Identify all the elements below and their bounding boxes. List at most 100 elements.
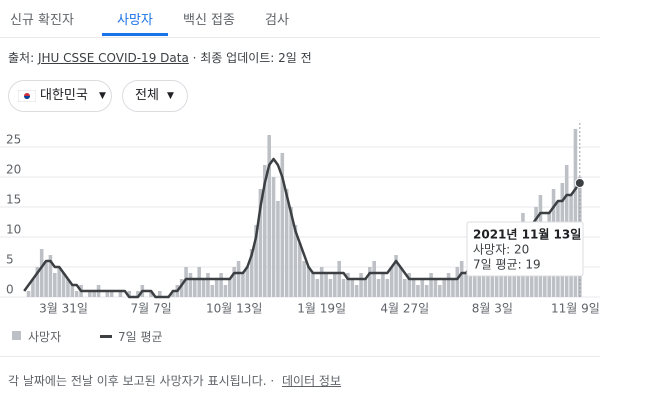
bar — [31, 279, 35, 297]
bar — [66, 279, 70, 297]
source-prefix: 출처: — [8, 51, 35, 65]
x-tick-label: 4월 27일 — [380, 302, 429, 316]
country-dropdown[interactable]: 대한민국 ▼ — [8, 80, 112, 112]
divider — [0, 356, 600, 357]
bar — [451, 279, 455, 297]
bar — [346, 273, 350, 297]
bar — [429, 273, 433, 297]
bar — [311, 273, 315, 297]
bar — [416, 285, 420, 297]
bar — [368, 267, 372, 297]
x-tick-label: 11월 9일 — [551, 302, 600, 316]
bar — [241, 273, 245, 297]
bar — [61, 273, 66, 297]
bar — [267, 135, 271, 297]
bar — [48, 255, 53, 297]
tab[interactable]: 신규 확진자 — [10, 13, 74, 28]
bar — [333, 273, 337, 297]
source-link[interactable]: JHU CSSE COVID-19 Data — [37, 51, 189, 65]
x-tick-label: 10월 13일 — [206, 302, 262, 316]
divider — [0, 37, 600, 38]
bar — [127, 291, 131, 297]
bar — [136, 291, 140, 297]
bar — [385, 279, 390, 297]
dropdown-label: 대한민국 — [40, 88, 88, 103]
bar — [407, 273, 411, 297]
bar — [26, 291, 31, 297]
flag-icon — [18, 90, 36, 102]
bar — [232, 267, 236, 297]
bar — [403, 279, 407, 297]
bar — [149, 291, 153, 297]
y-tick-label: 20 — [6, 163, 21, 177]
x-tick-label: 7월 7일 — [130, 302, 171, 316]
bar — [306, 267, 311, 297]
bar — [372, 261, 376, 297]
y-tick-label: 5 — [6, 253, 14, 267]
legend-label: 사망자 — [28, 330, 62, 344]
footer: 각 날짜에는 전날 이후 보고된 사망자가 표시됩니다. · 데이터 정보 — [8, 372, 341, 389]
bar — [573, 129, 578, 297]
tab[interactable]: 검사 — [265, 13, 289, 28]
bar — [433, 279, 438, 297]
bar — [341, 279, 346, 297]
bar — [223, 285, 228, 297]
bar — [44, 261, 48, 297]
bar — [210, 285, 215, 297]
bar — [158, 291, 162, 297]
bar — [184, 267, 188, 297]
bar — [171, 291, 175, 297]
tooltip-date: 2021년 11월 13일 — [473, 227, 581, 242]
bar — [228, 279, 232, 297]
bar — [442, 279, 446, 297]
bar — [315, 279, 320, 297]
updated: · 최종 업데이트: 2일 전 — [192, 51, 312, 65]
tooltip-line: 사망자: 20 — [473, 243, 529, 257]
bar — [350, 279, 355, 297]
bar — [271, 177, 276, 297]
y-tick-label: 15 — [6, 193, 21, 207]
bar — [438, 285, 442, 297]
y-tick-label: 10 — [6, 223, 21, 237]
bar — [88, 291, 92, 297]
tab[interactable]: 백신 접종 — [183, 13, 235, 28]
footer-link[interactable]: 데이터 정보 — [282, 374, 342, 388]
legend-label: 7일 평균 — [118, 330, 163, 344]
bar — [459, 261, 464, 297]
tab[interactable]: 사망자 — [117, 13, 153, 28]
caret: ▼ — [99, 91, 106, 101]
bar — [464, 273, 468, 297]
bar — [284, 189, 289, 297]
x-tick-label: 8월 3일 — [472, 302, 513, 316]
x-tick-label: 1월 19일 — [297, 302, 346, 316]
bar — [473, 267, 477, 297]
bar — [354, 285, 359, 297]
bar — [328, 279, 333, 297]
chart: 0 5 10 15 20 25 3월 31일 7월 7일 10월 13일 1월 19일 4월 27일… — [0, 123, 600, 316]
bar — [455, 267, 460, 297]
bar — [57, 267, 61, 297]
bar — [74, 291, 79, 297]
bar — [446, 273, 451, 297]
bar — [35, 267, 40, 297]
bar — [254, 225, 258, 297]
bar — [219, 273, 223, 297]
legend-swatch — [12, 331, 21, 340]
bar — [490, 267, 495, 297]
bar — [245, 267, 250, 297]
bar — [337, 261, 341, 297]
bar — [389, 267, 394, 297]
bar — [201, 279, 206, 297]
tooltip-box — [466, 221, 584, 277]
bar — [188, 273, 193, 297]
footer-note: 각 날짜에는 전날 이후 보고된 사망자가 표시됩니다. · — [8, 374, 275, 388]
scope-dropdown[interactable]: 전체 ▼ — [122, 80, 188, 112]
hover-point — [574, 178, 585, 188]
dropdown-label: 전체 — [135, 88, 159, 103]
tab-indicator — [102, 33, 168, 36]
bar — [411, 279, 416, 297]
bar — [398, 267, 403, 297]
bar — [263, 165, 267, 297]
